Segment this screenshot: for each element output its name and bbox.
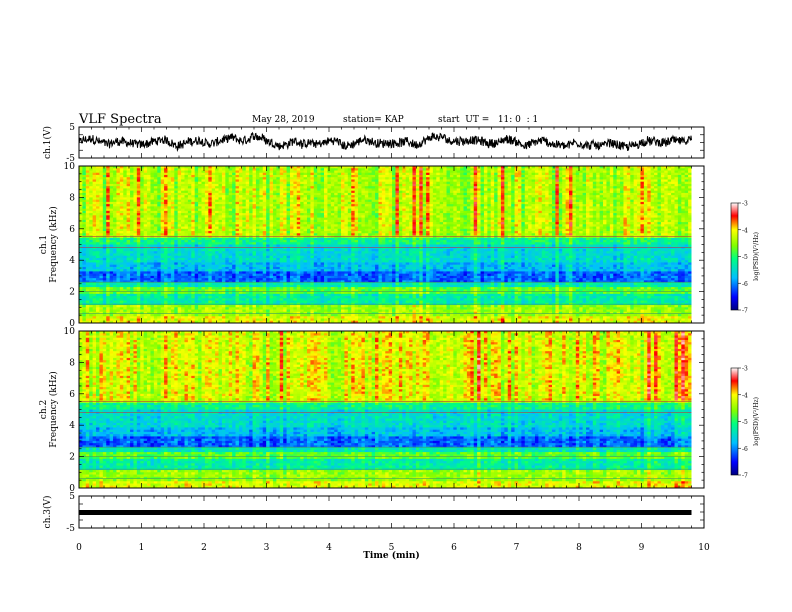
spectrogram1-ytick-2: 2 bbox=[69, 288, 75, 298]
ch3-waveform-panel: 5 -5 ch.3(V) bbox=[42, 492, 704, 534]
waveform1-ytick-5: 5 bbox=[69, 123, 75, 133]
colorbar1-tick--3: -3 bbox=[742, 201, 748, 208]
spectrogram2-ytick-10: 10 bbox=[64, 327, 76, 337]
time-tick-1: 1 bbox=[139, 543, 145, 553]
colorbar1-tick--5: -5 bbox=[742, 254, 748, 261]
colorbar-ch1: -3 -4 -5 -6 -7 log(PSD)(V²/Hz) bbox=[731, 201, 760, 315]
waveform3-trace bbox=[79, 510, 692, 515]
spectrogram2-ytick-4: 4 bbox=[69, 421, 75, 431]
spectrogram2-ytick-6: 6 bbox=[69, 390, 75, 400]
spectrogram2-ytick-8: 8 bbox=[69, 358, 75, 368]
spectrogram1-ytick-4: 4 bbox=[69, 256, 75, 266]
colorbar2-label: log(PSD)(V²/Hz) bbox=[753, 397, 760, 446]
time-tick-4: 4 bbox=[326, 543, 332, 553]
time-tick-0: 0 bbox=[76, 543, 82, 553]
spectrogram1-ylabel: ch.1Frequency (kHz) bbox=[39, 206, 59, 283]
colorbar1-bar bbox=[731, 203, 738, 310]
colorbar-ch2: -3 -4 -5 -6 -7 log(PSD)(V²/Hz) bbox=[731, 366, 760, 480]
time-tick-3: 3 bbox=[264, 543, 270, 553]
time-tick-6: 6 bbox=[451, 543, 457, 553]
time-axis-label: Time (min) bbox=[363, 550, 420, 561]
colorbar2-tick--6: -6 bbox=[742, 446, 748, 453]
colorbar2-tick--3: -3 bbox=[742, 366, 748, 373]
ch1-waveform-panel: 5-5ch.1(V) bbox=[42, 123, 704, 164]
waveform1-ylabel: ch.1(V) bbox=[42, 126, 53, 159]
time-tick-8: 8 bbox=[576, 543, 582, 553]
spectrogram1-ytick-6: 6 bbox=[69, 225, 75, 235]
waveform3-ytick-5: 5 bbox=[69, 492, 75, 502]
colorbar1-tick--6: -6 bbox=[742, 281, 748, 288]
spectrogram1-ytick-10: 10 bbox=[64, 162, 76, 172]
colorbar2-tick--7: -7 bbox=[742, 473, 748, 480]
spectrogram1-ytick-8: 8 bbox=[69, 193, 75, 203]
spectrogram1-cells bbox=[79, 166, 692, 323]
time-tick-9: 9 bbox=[639, 543, 645, 553]
colorbar1-tick--4: -4 bbox=[742, 227, 748, 234]
colorbar2-tick--5: -5 bbox=[742, 419, 748, 426]
waveform3-ylabel: ch.3(V) bbox=[42, 496, 53, 529]
colorbar2-tick--4: -4 bbox=[742, 392, 748, 399]
spectrogram2-cells bbox=[79, 331, 692, 488]
time-tick-2: 2 bbox=[201, 543, 207, 553]
colorbar1-tick--7: -7 bbox=[742, 308, 748, 315]
colorbar2-bar bbox=[731, 368, 738, 475]
spectrogram2-ytick-2: 2 bbox=[69, 453, 75, 463]
colorbar1-label: log(PSD)(V²/Hz) bbox=[753, 232, 760, 281]
vlf-figure: 5-5ch.1(V) 0246810ch.1Frequency (kHz) 02… bbox=[0, 0, 792, 612]
waveform1-trace bbox=[79, 133, 692, 151]
time-tick-7: 7 bbox=[514, 543, 520, 553]
spectrogram2-ylabel: ch.2Frequency (kHz) bbox=[39, 371, 59, 448]
time-tick-10: 10 bbox=[698, 543, 710, 553]
waveform3-ytick--5: -5 bbox=[66, 524, 75, 534]
